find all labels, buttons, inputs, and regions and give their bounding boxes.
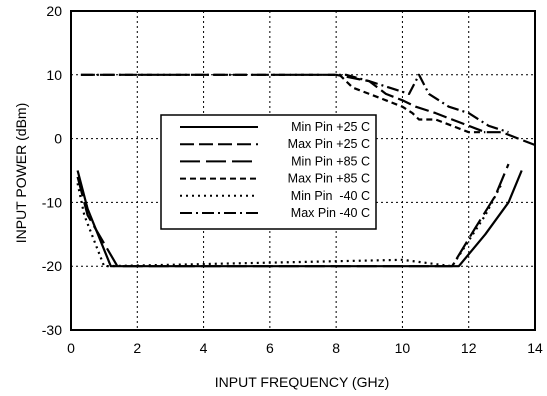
y-tick-label: 0 <box>54 131 62 147</box>
y-tick-label: 10 <box>46 67 62 83</box>
series-line-4 <box>338 74 486 134</box>
plot-frame <box>70 10 536 331</box>
y-tick-label: -10 <box>42 194 62 210</box>
legend-label: Max Pin -40 C <box>291 206 370 220</box>
series-group <box>76 73 536 268</box>
x-tick-label: 6 <box>266 340 274 356</box>
y-axis-title: INPUT POWER (dBm) <box>13 103 29 244</box>
y-tick-label: -30 <box>42 322 62 338</box>
legend-label: Min Pin +85 C <box>291 154 370 168</box>
legend-box <box>160 114 377 230</box>
x-axis-title: INPUT FREQUENCY (GHz) <box>215 374 390 390</box>
y-tick-label: 20 <box>46 3 62 19</box>
y-tick-label: -20 <box>42 258 62 274</box>
legend-label: Max Pin +25 C <box>288 137 370 151</box>
x-tick-label: 2 <box>133 340 141 356</box>
x-tick-label: 12 <box>461 340 477 356</box>
tick-labels: 0 2 4 6 8 10 12 14 -30 -20 -10 0 10 20 <box>42 3 543 356</box>
legend-label: Min Pin +25 C <box>291 120 370 134</box>
series-line-6 <box>80 73 509 134</box>
series-line-5 <box>76 182 503 268</box>
legend-label: Min Pin -40 C <box>291 189 370 203</box>
legend-label: Max Pin +85 C <box>288 172 370 186</box>
series-line-3 <box>76 163 510 268</box>
legend: Min Pin +25 C Max Pin +25 C Min Pin +85 C M… <box>160 114 377 230</box>
x-tick-label: 8 <box>332 340 340 356</box>
series-line-1 <box>76 170 523 268</box>
x-tick-label: 14 <box>527 340 543 356</box>
x-tick-label: 4 <box>200 340 208 356</box>
x-tick-label: 0 <box>67 340 75 356</box>
x-tick-label: 10 <box>395 340 411 356</box>
